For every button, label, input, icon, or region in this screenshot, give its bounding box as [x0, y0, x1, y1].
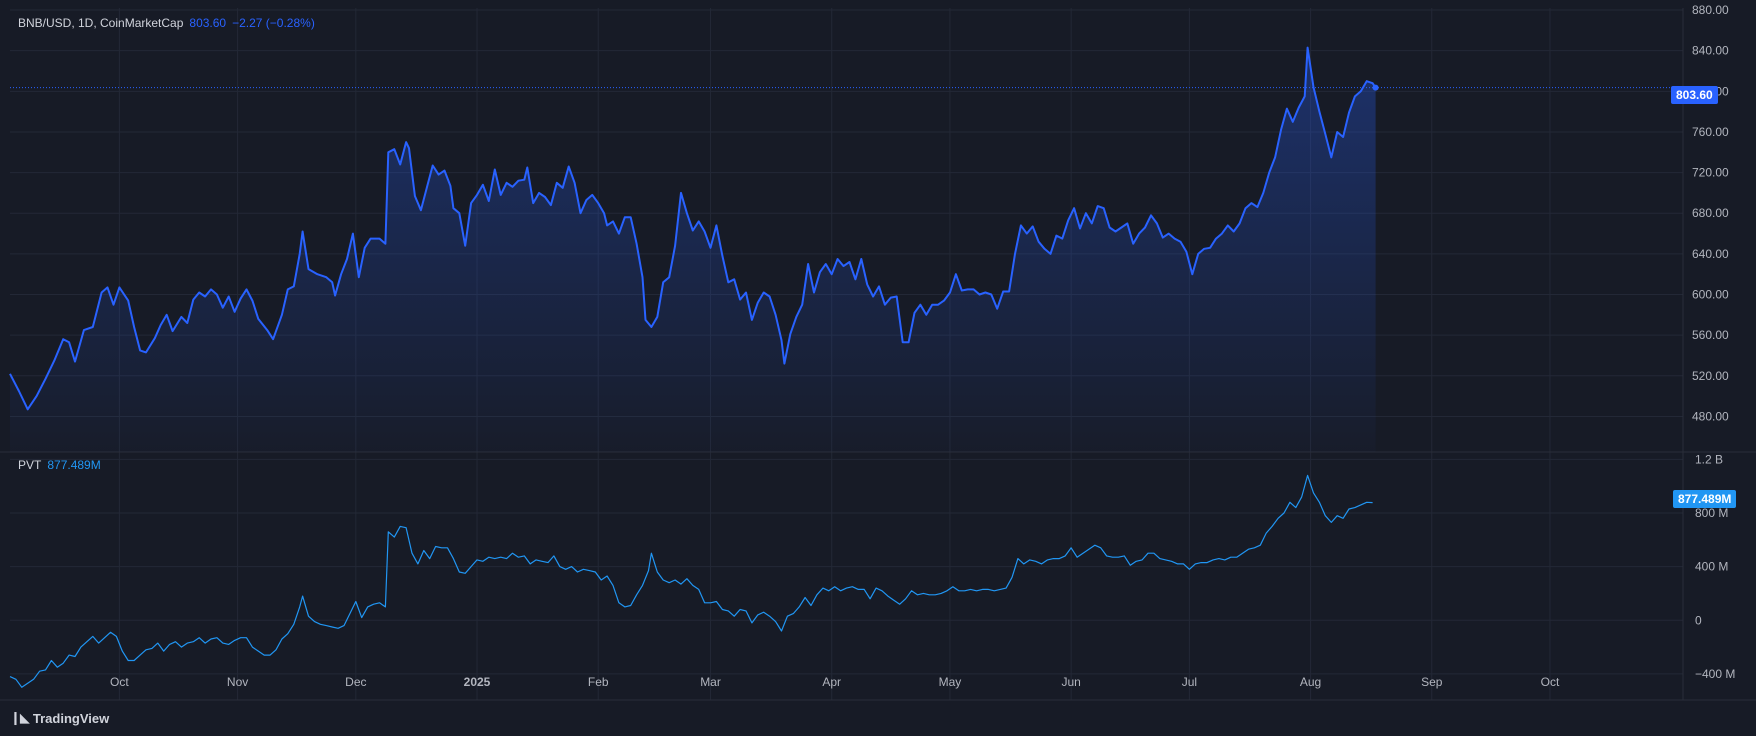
pvt-legend[interactable]: PVT 877.489M [18, 458, 101, 472]
price-area-fill [10, 47, 1376, 452]
price-y-tick-label: 760.00 [1692, 125, 1729, 139]
price-series-line [9, 46, 1377, 411]
symbol-label: BNB/USD, 1D, CoinMarketCap [18, 16, 184, 30]
x-tick-label: Feb [588, 675, 609, 689]
price-change-label: −2.27 (−0.28%) [232, 16, 315, 30]
price-y-tick-label: 680.00 [1692, 206, 1729, 220]
price-y-tick-label: 480.00 [1692, 409, 1729, 423]
tradingview-branding[interactable]: ❙◣ TradingView [10, 710, 109, 726]
price-y-tick-label: 840.00 [1692, 44, 1729, 58]
pvt-y-tick-label: 1.2 B [1695, 452, 1723, 466]
x-tick-label: 2025 [464, 675, 491, 689]
x-tick-label: Nov [227, 675, 248, 689]
axis-layer: 880.00840.00800.00760.00720.00680.00640.… [110, 3, 1735, 689]
pvt-value-label: 877.489M [47, 458, 101, 472]
x-tick-label: May [939, 675, 962, 689]
x-tick-label: Apr [822, 675, 841, 689]
grid-layer [0, 8, 1756, 701]
tradingview-logo-icon: ❙◣ [10, 710, 30, 725]
price-legend[interactable]: BNB/USD, 1D, CoinMarketCap 803.60 −2.27 … [18, 16, 315, 30]
x-tick-label: Dec [345, 675, 366, 689]
x-tick-label: Oct [110, 675, 129, 689]
pvt-y-tick-label: 0 [1695, 613, 1702, 627]
last-price-badge: 803.60 [1671, 86, 1718, 104]
pvt-layer [9, 474, 1373, 688]
price-y-tick-label: 520.00 [1692, 369, 1729, 383]
x-tick-label: Oct [1541, 675, 1560, 689]
price-y-tick-label: 640.00 [1692, 247, 1729, 261]
last-price-label: 803.60 [189, 16, 227, 30]
pvt-y-tick-label: 400 M [1695, 560, 1728, 574]
pvt-y-tick-label: −400 M [1695, 667, 1735, 681]
pvt-series-line [9, 474, 1373, 688]
x-tick-label: Jul [1182, 675, 1197, 689]
x-tick-label: Sep [1421, 675, 1443, 689]
price-y-tick-label: 560.00 [1692, 328, 1729, 342]
last-price-marker [1372, 84, 1379, 91]
pvt-name-label: PVT [18, 458, 42, 472]
x-tick-label: Mar [700, 675, 721, 689]
x-tick-label: Jun [1061, 675, 1080, 689]
price-y-tick-label: 880.00 [1692, 3, 1729, 17]
price-y-tick-label: 720.00 [1692, 166, 1729, 180]
branding-label: TradingView [32, 710, 110, 726]
x-tick-label: Aug [1300, 675, 1321, 689]
pvt-value-badge: 877.489M [1673, 490, 1737, 508]
pvt-y-tick-label: 800 M [1695, 506, 1728, 520]
price-area-layer [9, 46, 1683, 452]
price-y-tick-label: 600.00 [1692, 288, 1729, 302]
